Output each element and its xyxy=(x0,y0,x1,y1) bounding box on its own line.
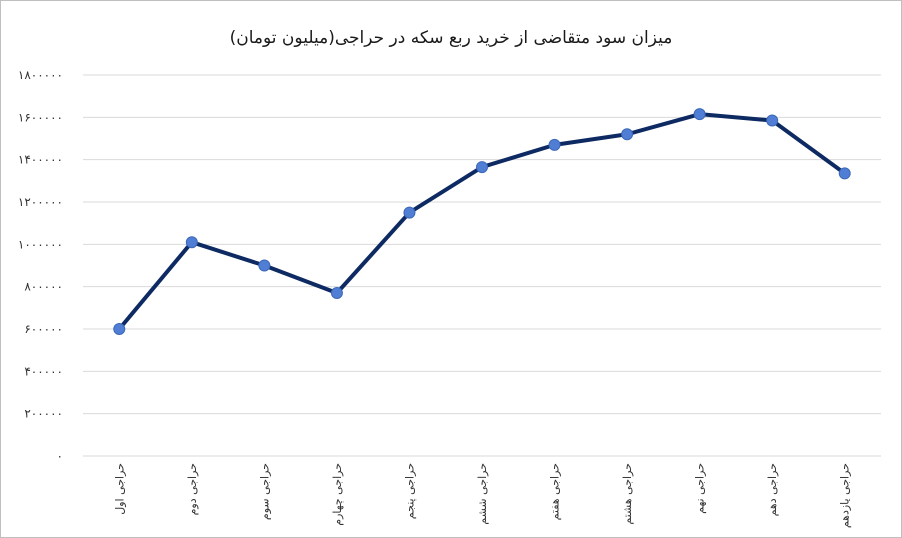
x-tick-label: حراجی ششم xyxy=(476,463,489,525)
data-point xyxy=(258,259,271,272)
chart-title: میزان سود متقاضی از خرید ربع سکه در حراج… xyxy=(230,28,673,48)
data-point xyxy=(548,138,561,151)
data-point xyxy=(330,287,343,300)
x-tick-label: حراجی هفتم xyxy=(549,463,562,520)
x-tick-label: حراجی دهم xyxy=(766,463,779,516)
data-point xyxy=(621,128,634,141)
y-tick-label: ۱۸۰۰۰۰۰ xyxy=(18,68,63,82)
x-tick-label: حراجی نهم xyxy=(694,463,707,514)
y-tick-label: ۸۰۰۰۰۰ xyxy=(24,280,63,294)
y-axis-tick-labels: ۰ ۲۰۰۰۰۰ ۴۰۰۰۰۰ ۶۰۰۰۰۰ ۸۰۰۰۰۰ ۱۰۰۰۰۰۰ ۱۲۰۰۰۰۰ ۱… xyxy=(18,68,63,463)
x-tick-label: حراجی چهارم xyxy=(331,463,344,526)
x-tick-label: حراجی دوم xyxy=(186,463,199,515)
x-tick-label: حراجی پنجم xyxy=(403,463,416,519)
y-tick-label: ۶۰۰۰۰۰ xyxy=(24,322,63,336)
data-point xyxy=(693,108,706,121)
x-tick-label: حراجی یازدهم xyxy=(839,463,852,528)
y-tick-label: ۱۰۰۰۰۰۰ xyxy=(18,237,63,251)
y-tick-label: ۱۶۰۰۰۰۰ xyxy=(18,110,63,124)
data-point xyxy=(838,167,851,180)
x-tick-label: حراجی سوم xyxy=(258,463,271,520)
series-line xyxy=(117,112,847,331)
data-point xyxy=(766,114,779,127)
x-axis-tick-labels: حراجی اول حراجی دوم حراجی سوم حراجی چهارم حر… xyxy=(113,463,851,528)
data-point xyxy=(185,236,198,249)
x-tick-label: حراجی اول xyxy=(113,463,126,515)
data-point xyxy=(113,323,126,335)
x-tick-label: حراجی هشتم xyxy=(621,463,634,525)
data-point xyxy=(476,161,488,174)
y-tick-label: ۴۰۰۰۰۰ xyxy=(24,364,63,378)
data-point xyxy=(403,206,416,219)
y-tick-label: ۱۴۰۰۰۰۰ xyxy=(18,153,63,167)
y-tick-label: ۲۰۰۰۰۰ xyxy=(24,407,63,421)
y-tick-label: ۰ xyxy=(57,449,63,463)
y-tick-label: ۱۲۰۰۰۰۰ xyxy=(18,195,63,209)
gridlines xyxy=(83,74,881,457)
series-layer xyxy=(113,108,851,335)
